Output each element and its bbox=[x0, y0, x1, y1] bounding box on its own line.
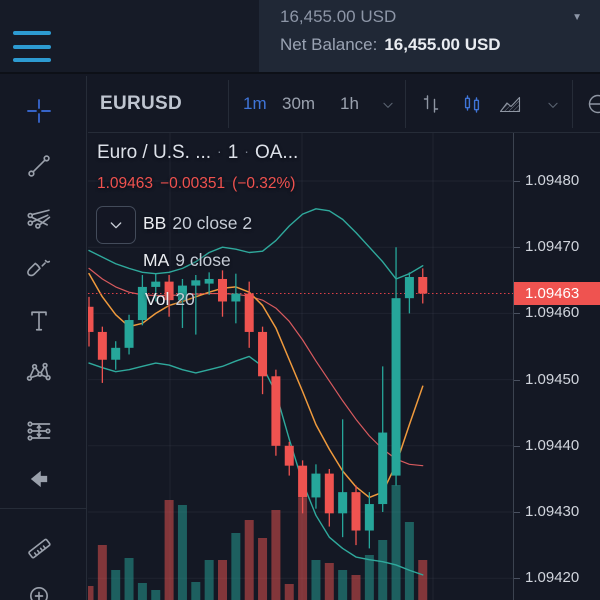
price-change-percent: (−0.32%) bbox=[232, 175, 296, 192]
crosshair-icon[interactable] bbox=[25, 97, 53, 125]
indicator-volume[interactable]: Vol 20 bbox=[145, 289, 195, 309]
price-axis-label: 1.09480 bbox=[525, 172, 580, 189]
hamburger-line bbox=[13, 58, 51, 62]
chart-title[interactable]: Euro / U.S. ... · 1 · OA... bbox=[97, 142, 299, 163]
top-bar: 16,455.00 USD ▼ Net Balance: 16,455.00 US… bbox=[0, 0, 600, 74]
price-axis-label: 1.09420 bbox=[525, 569, 580, 587]
partial-circle-icon[interactable] bbox=[584, 92, 600, 116]
toolbar-divider bbox=[0, 508, 87, 509]
net-balance-label: Net Balance: bbox=[280, 35, 378, 54]
account-balance: 16,455.00 USD bbox=[280, 7, 397, 26]
price-axis-label: 1.09470 bbox=[525, 238, 580, 256]
timeframe-1m-button[interactable]: 1m bbox=[243, 94, 267, 113]
axis-tick bbox=[514, 379, 520, 381]
header-divider bbox=[405, 80, 406, 128]
gann-fib-icon[interactable] bbox=[25, 205, 53, 233]
chart-interval: 1 bbox=[227, 142, 239, 163]
price-axis-label: 1.09460 bbox=[525, 304, 580, 322]
separator-dot: · bbox=[217, 143, 222, 159]
price-chart-canvas[interactable] bbox=[88, 133, 513, 600]
legend-collapse-button[interactable] bbox=[96, 206, 136, 244]
bars-chart-icon[interactable] bbox=[419, 92, 443, 116]
timeframe-30m-button[interactable]: 30m bbox=[282, 94, 316, 113]
area-chart-icon[interactable] bbox=[498, 92, 522, 116]
axis-tick bbox=[514, 512, 520, 513]
price-axis-label: 1.09440 bbox=[525, 436, 580, 454]
zoom-in-icon[interactable] bbox=[25, 582, 53, 600]
indicator-bb[interactable]: BB 20 close 2 bbox=[143, 213, 253, 233]
price-change: −0.00351 bbox=[160, 175, 226, 192]
timeframe-dropdown-chevron-icon[interactable] bbox=[381, 98, 395, 112]
price-axis[interactable]: 1.09463 1.09480 1.09470 1.09460 1.09450 1.09… bbox=[513, 133, 600, 600]
chart-type-dropdown-chevron-icon[interactable] bbox=[546, 98, 560, 112]
hide-panel-arrow-icon[interactable] bbox=[25, 465, 53, 493]
chart-legend: Euro / U.S. ... · 1 · OA... 1.09463 −0.00351(… bbox=[88, 133, 508, 363]
price-axis-label: 1.09450 bbox=[525, 370, 580, 388]
text-icon[interactable] bbox=[25, 307, 53, 335]
chart-header: EURUSD 1m 30m 1h bbox=[88, 76, 600, 133]
last-price: 1.09463 bbox=[97, 175, 154, 192]
symbol-label: EURUSD bbox=[100, 93, 183, 114]
brush-icon[interactable] bbox=[25, 255, 53, 283]
ruler-icon[interactable] bbox=[25, 534, 53, 562]
account-summary-panel[interactable]: 16,455.00 USD ▼ Net Balance: 16,455.00 US… bbox=[259, 0, 600, 72]
header-divider bbox=[228, 80, 229, 128]
indicator-ma[interactable]: MA 9 close bbox=[143, 250, 231, 270]
axis-tick bbox=[514, 181, 520, 182]
axis-tick bbox=[514, 578, 520, 580]
axis-tick bbox=[514, 247, 520, 249]
account-dropdown-caret-icon[interactable]: ▼ bbox=[572, 11, 582, 23]
axis-tick bbox=[514, 445, 520, 447]
chevron-down-icon bbox=[110, 222, 122, 229]
price-change-row: 1.09463 −0.00351 (−0.32%) bbox=[97, 175, 302, 193]
drawing-toolbar bbox=[0, 76, 87, 600]
hamburger-line bbox=[13, 31, 51, 35]
separator-dot: · bbox=[244, 143, 249, 159]
forecast-icon[interactable] bbox=[25, 417, 53, 445]
hamburger-line bbox=[13, 44, 51, 49]
xabcd-pattern-icon[interactable] bbox=[25, 359, 53, 387]
net-balance-value: 16,455.00 USD bbox=[384, 35, 501, 54]
trend-line-icon[interactable] bbox=[25, 152, 53, 180]
price-axis-label: 1.09430 bbox=[525, 503, 580, 520]
hamburger-menu-button[interactable] bbox=[13, 31, 51, 62]
header-divider bbox=[572, 80, 573, 128]
timeframe-1h-button[interactable]: 1h bbox=[340, 94, 359, 113]
current-price-badge: 1.09463 bbox=[514, 282, 600, 306]
chart-exchange: OA... bbox=[254, 142, 299, 163]
candles-chart-icon[interactable] bbox=[460, 92, 484, 116]
axis-tick bbox=[514, 313, 520, 315]
